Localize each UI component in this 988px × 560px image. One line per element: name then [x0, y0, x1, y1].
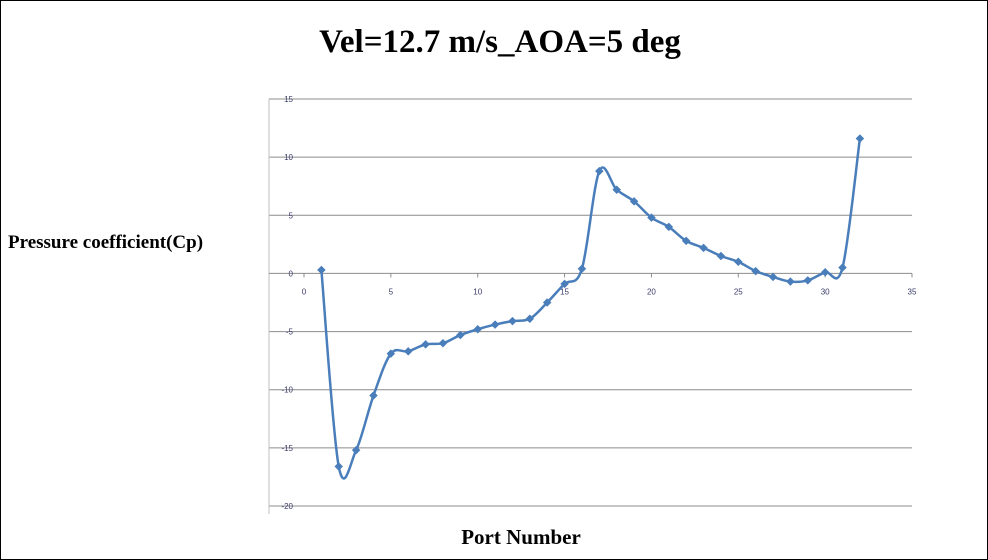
data-point: [438, 338, 448, 348]
chart-title: Vel=12.7 m/s_AOA=5 deg: [319, 24, 681, 60]
axes: [268, 99, 912, 514]
data-point: [508, 316, 517, 326]
grid-lines: [269, 98, 912, 507]
y-axis-label: Pressure coefficient(Cp): [8, 232, 204, 253]
y-tick-label: -15: [281, 444, 293, 453]
y-tick-label: -5: [286, 328, 294, 337]
x-tick-label: 30: [821, 287, 830, 296]
y-tick-label: -10: [281, 386, 293, 395]
data-point: [317, 265, 326, 275]
data-point: [786, 277, 795, 286]
data-point: [351, 445, 361, 455]
data-point: [455, 330, 465, 340]
x-tick-label: 20: [647, 287, 656, 296]
data-point: [681, 236, 691, 246]
data-point: [803, 276, 813, 285]
data-point: [751, 266, 761, 276]
data-point: [612, 185, 622, 195]
data-point: [334, 462, 344, 471]
y-tick-label: -20: [281, 502, 293, 511]
data-point: [699, 243, 708, 253]
data-point: [716, 251, 726, 261]
data-point: [629, 196, 639, 206]
y-tick-label: 5: [289, 211, 294, 220]
x-axis-label: Port Number: [461, 525, 581, 549]
x-tick-label: 15: [560, 287, 569, 296]
data-point: [369, 391, 378, 400]
data-point: [733, 257, 743, 267]
x-tick-label: 10: [473, 287, 482, 296]
data-point: [490, 320, 500, 329]
series-layer: [317, 134, 865, 480]
data-point: [855, 134, 865, 143]
data-point: [421, 340, 430, 349]
data-point: [577, 264, 587, 274]
data-point: [594, 166, 604, 176]
tick-labels: 15 10 5 0 -5 -10 -15 -20 0 5 10 15 20 25 30 35: [281, 95, 917, 511]
data-point: [647, 213, 656, 222]
x-tick-label: 25: [734, 287, 743, 296]
data-point: [768, 272, 778, 282]
data-point: [838, 263, 847, 272]
x-tick-label: 35: [908, 287, 917, 296]
y-tick-label: 0: [289, 269, 294, 278]
data-point: [542, 298, 552, 307]
data-point: [403, 346, 413, 356]
data-point: [525, 314, 535, 324]
y-tick-label: 10: [284, 153, 293, 162]
series-line: [320, 138, 862, 480]
x-tick-label: 5: [389, 287, 394, 296]
x-tick-label: 0: [302, 287, 307, 296]
data-point: [820, 267, 830, 277]
data-point: [386, 349, 396, 359]
data-point: [560, 279, 569, 289]
data-point: [473, 324, 483, 334]
data-point: [664, 222, 674, 232]
y-tick-label: 15: [284, 95, 293, 104]
